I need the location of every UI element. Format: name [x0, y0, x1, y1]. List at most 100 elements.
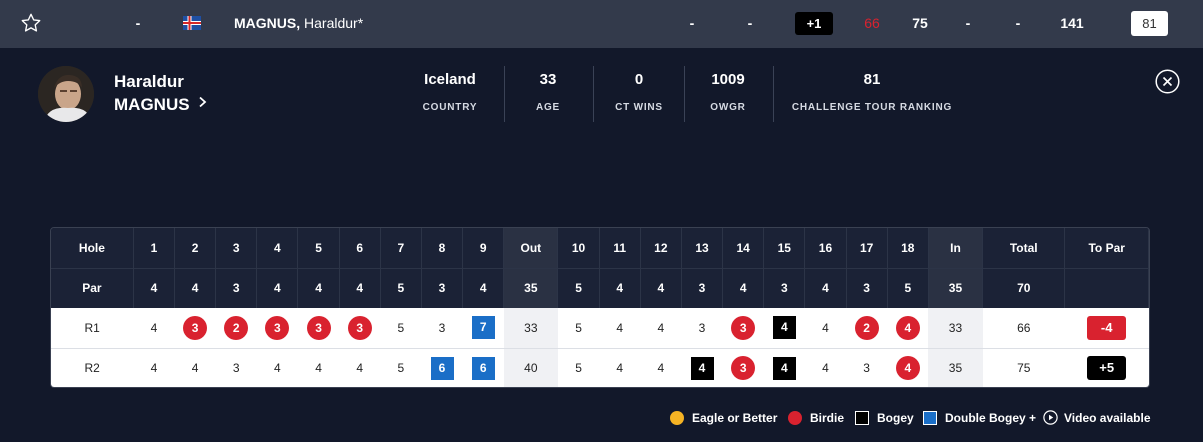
to-par-badge: +5 [1087, 356, 1127, 381]
divider [684, 66, 685, 122]
par-cell: 4 [804, 267, 847, 308]
stat-owgr: 1009 OWGR [698, 70, 758, 113]
header-cell: 3 [215, 228, 258, 268]
round-label: R2 [51, 347, 134, 387]
score-cell: 35 [928, 347, 983, 387]
score-cell: 2 [846, 308, 888, 348]
birdie-marker: 2 [224, 315, 249, 340]
score-cell: 33 [503, 308, 558, 348]
legend-double-bogey: Double Bogey + [923, 409, 1036, 427]
bogey-marker: 4 [690, 356, 714, 380]
score-cell: 3 [722, 308, 764, 348]
round-3-score: - [965, 15, 971, 31]
score-cell: 3 [174, 308, 216, 348]
bogey-marker: 4 [772, 316, 796, 340]
score-cell: 4 [763, 347, 805, 387]
scorecard-table: Hole 1 2 3 4 5 6 7 8 9 Out 10 11 12 13 14 15 16 17 18 In Tota… [51, 228, 1149, 387]
score-cell: 5 [557, 308, 600, 348]
to-par-cell: +5 [1064, 347, 1149, 387]
score-cell: 3 [339, 308, 381, 348]
stat-value: 81 [863, 71, 881, 88]
par-cell: 5 [887, 267, 929, 308]
round-1-score: 66 [864, 15, 880, 31]
header-cell: 14 [722, 228, 765, 268]
double-marker: 7 [471, 316, 495, 340]
header-cell: 5 [297, 228, 340, 268]
par-cell: 35 [928, 267, 984, 308]
score-cell: 3 [215, 347, 257, 387]
player-first-name-label: Haraldur [114, 72, 184, 91]
par-cell: 70 [982, 267, 1066, 308]
birdie-marker: 4 [895, 356, 920, 381]
player-last-name-label: MAGNUS [114, 95, 190, 114]
position: - [135, 15, 141, 31]
birdie-marker: 4 [895, 315, 920, 340]
header-cell: 2 [174, 228, 217, 268]
round-row: R2 4 4 3 4 4 4 5 6 6 40 5 4 4 4 3 4 4 3 4 35 75 +5 [51, 347, 1149, 387]
score-cell: 3 [846, 347, 888, 387]
par-cell: 5 [380, 267, 422, 308]
header-cell: 1 [133, 228, 175, 268]
birdie-marker: 3 [265, 315, 290, 340]
header-cell: 13 [681, 228, 724, 268]
chevron-right-icon[interactable] [198, 96, 207, 108]
header-cell: 4 [256, 228, 299, 268]
score-cell: 4 [174, 347, 216, 387]
birdie-marker: 3 [347, 315, 372, 340]
score-cell: 4 [804, 308, 847, 348]
star-icon[interactable] [20, 12, 42, 34]
bogey-marker: 4 [772, 356, 796, 380]
player-profile-name[interactable]: Haraldur MAGNUS [114, 70, 190, 116]
stat-label: OWGR [710, 102, 746, 113]
stat-age: 33 AGE [518, 70, 578, 113]
par-cell: 3 [215, 267, 258, 308]
legend-label: Bogey [877, 411, 914, 425]
par-cell: 3 [846, 267, 888, 308]
score-cell: 3 [297, 308, 340, 348]
par-cell: 3 [763, 267, 806, 308]
bogey-swatch [855, 410, 869, 425]
score-cell: 5 [380, 347, 422, 387]
stat-value: 0 [634, 71, 644, 88]
header-cell: 11 [599, 228, 641, 268]
scorecard-par-row: Par 4 4 3 4 4 4 5 3 4 35 5 4 4 3 4 3 4 3 5 35 70 [51, 267, 1149, 308]
stat-country: Iceland COUNTRY [414, 70, 486, 113]
player-last-name: MAGNUS, [234, 15, 301, 31]
score-cell: 75 [982, 347, 1065, 387]
close-icon[interactable] [1155, 69, 1180, 94]
divider [773, 66, 774, 122]
birdie-marker: 3 [183, 315, 208, 340]
total-score: 141 [1060, 15, 1084, 31]
legend-label: Double Bogey + [945, 411, 1037, 425]
score-cell: 4 [133, 347, 175, 387]
ranking-badge: 81 [1131, 11, 1168, 36]
double-marker: 6 [471, 356, 495, 380]
legend-bogey: Bogey [855, 409, 914, 427]
player-name[interactable]: MAGNUS, Haraldur* [234, 0, 363, 46]
score-cell: 4 [804, 347, 847, 387]
stat-value: Iceland [424, 71, 476, 88]
header-cell: Out [503, 228, 559, 268]
eagle-swatch [670, 410, 684, 425]
par-cell: 4 [256, 267, 299, 308]
legend-label: Birdie [810, 411, 845, 425]
par-cell: 4 [339, 267, 381, 308]
round-4-score: - [1015, 15, 1021, 31]
legend-eagle: Eagle or Better [670, 409, 777, 427]
leaderboard-row[interactable]: - MAGNUS, Haraldur* - - +1 66 75 - - 141… [0, 0, 1203, 48]
score-cell: 3 [421, 308, 463, 348]
player-first-name: Haraldur* [300, 15, 364, 31]
round-row: R1 4 3 2 3 3 3 5 3 7 33 5 4 4 3 3 4 4 2 4 33 66 -4 [51, 308, 1149, 348]
score-cell: 6 [462, 347, 504, 387]
par-cell: 4 [174, 267, 217, 308]
par-cell: 35 [503, 267, 559, 308]
header-cell: 17 [846, 228, 888, 268]
score-cell: 4 [681, 347, 723, 387]
stat-value: 1009 [711, 71, 745, 88]
score-cell: 33 [928, 308, 983, 348]
par-cell: 3 [421, 267, 464, 308]
header-cell: 12 [640, 228, 682, 268]
to-par-cell: -4 [1064, 308, 1149, 348]
header-cell: 10 [557, 228, 600, 268]
col-a: - [689, 15, 695, 31]
